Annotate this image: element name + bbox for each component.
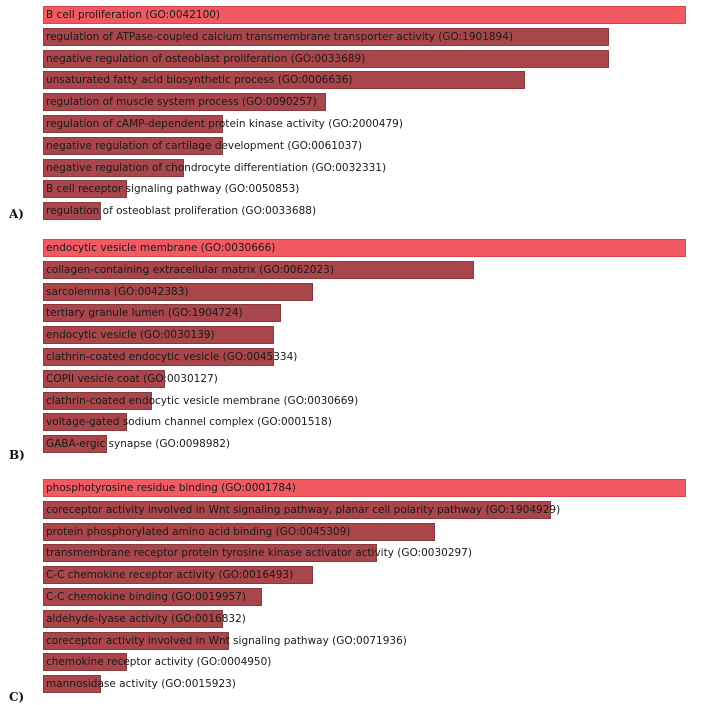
panel-label: A): [9, 207, 24, 221]
bar-label: protein phosphorylated amino acid bindin…: [46, 525, 351, 538]
bar: [43, 282, 313, 301]
bar-label: regulation of osteoblast proliferation (…: [46, 205, 317, 218]
bar: [43, 391, 152, 410]
bar: [43, 180, 127, 199]
bar-label: regulation of cAMP-dependent protein kin…: [46, 118, 403, 130]
bar-label: B cell proliferation (GO:0042100): [46, 9, 221, 21]
bar: [43, 479, 686, 497]
bar: [43, 71, 525, 90]
bar-label: aldehyde-lyase activity (GO:0016832): [46, 612, 246, 625]
bar-label: GABA-ergic synapse (GO:0098982): [46, 438, 230, 451]
bar: [43, 260, 474, 279]
bar: [43, 631, 229, 650]
bar: [43, 326, 274, 345]
bar: [43, 413, 127, 432]
bar-label: endocytic vesicle (GO:0030139): [46, 329, 215, 342]
bar-label: regulation of ATPase-coupled calcium tra…: [46, 30, 514, 43]
bar-label: clathrin-coated endocytic vesicle membra…: [46, 394, 359, 407]
bar-label: negative regulation of osteoblast prolif…: [46, 52, 366, 65]
bar: [43, 348, 274, 366]
bar-label: sarcolemma (GO:0042383): [46, 285, 189, 298]
bar-label: mannosidase activity (GO:0015923): [46, 678, 236, 691]
bar-label: unsaturated fatty acid biosynthetic proc…: [46, 74, 353, 87]
bar-label: coreceptor activity involved in Wnt sign…: [46, 634, 407, 647]
bar-label: C-C chemokine receptor activity (GO:0016…: [46, 569, 294, 582]
bar-label: voltage-gated sodium channel complex (GO…: [46, 416, 332, 429]
bar: [43, 544, 377, 563]
bar-label: tertiary granule lumen (GO:1904724): [46, 307, 243, 320]
bar-label: transmembrane receptor protein tyrosine …: [46, 547, 472, 560]
bar-label: negative regulation of cartilage develop…: [46, 139, 363, 152]
bar-label: C-C chemokine binding (GO:0019957): [46, 591, 246, 603]
bar: [43, 675, 101, 694]
bar: [43, 653, 127, 672]
bar: [43, 522, 435, 541]
bar-label: collagen-containing extracellular matrix…: [46, 263, 334, 276]
bar: [43, 49, 609, 68]
bar: [43, 202, 101, 221]
bar-label: clathrin-coated endocytic vesicle (GO:00…: [46, 351, 298, 363]
bar: [43, 27, 609, 46]
bar: [43, 239, 686, 257]
bar: [43, 136, 223, 155]
bar: [43, 588, 262, 606]
bar: [43, 93, 326, 112]
bar-label: phosphotyrosine residue binding (GO:0001…: [46, 482, 296, 494]
panel-label: B): [9, 448, 25, 462]
bar-label: negative regulation of chondrocyte diffe…: [46, 161, 387, 174]
bar: [43, 158, 184, 177]
bar: [43, 500, 551, 519]
bar-label: endocytic vesicle membrane (GO:0030666): [46, 242, 276, 254]
bar: [43, 369, 165, 388]
bar: [43, 609, 223, 628]
bar: [43, 304, 281, 323]
bar-label: chemokine receptor activity (GO:0004950): [46, 656, 272, 669]
bar-label: regulation of muscle system process (GO:…: [46, 96, 317, 109]
bar: [43, 115, 223, 133]
bar: [43, 566, 313, 585]
bar: [43, 6, 686, 24]
bar-label: B cell receptor signaling pathway (GO:00…: [46, 183, 300, 196]
bar-label: coreceptor activity involved in Wnt sign…: [46, 503, 561, 516]
bar-label: COPII vesicle coat (GO:0030127): [46, 372, 218, 385]
bar: [43, 435, 107, 454]
panel-label: C): [9, 690, 25, 704]
